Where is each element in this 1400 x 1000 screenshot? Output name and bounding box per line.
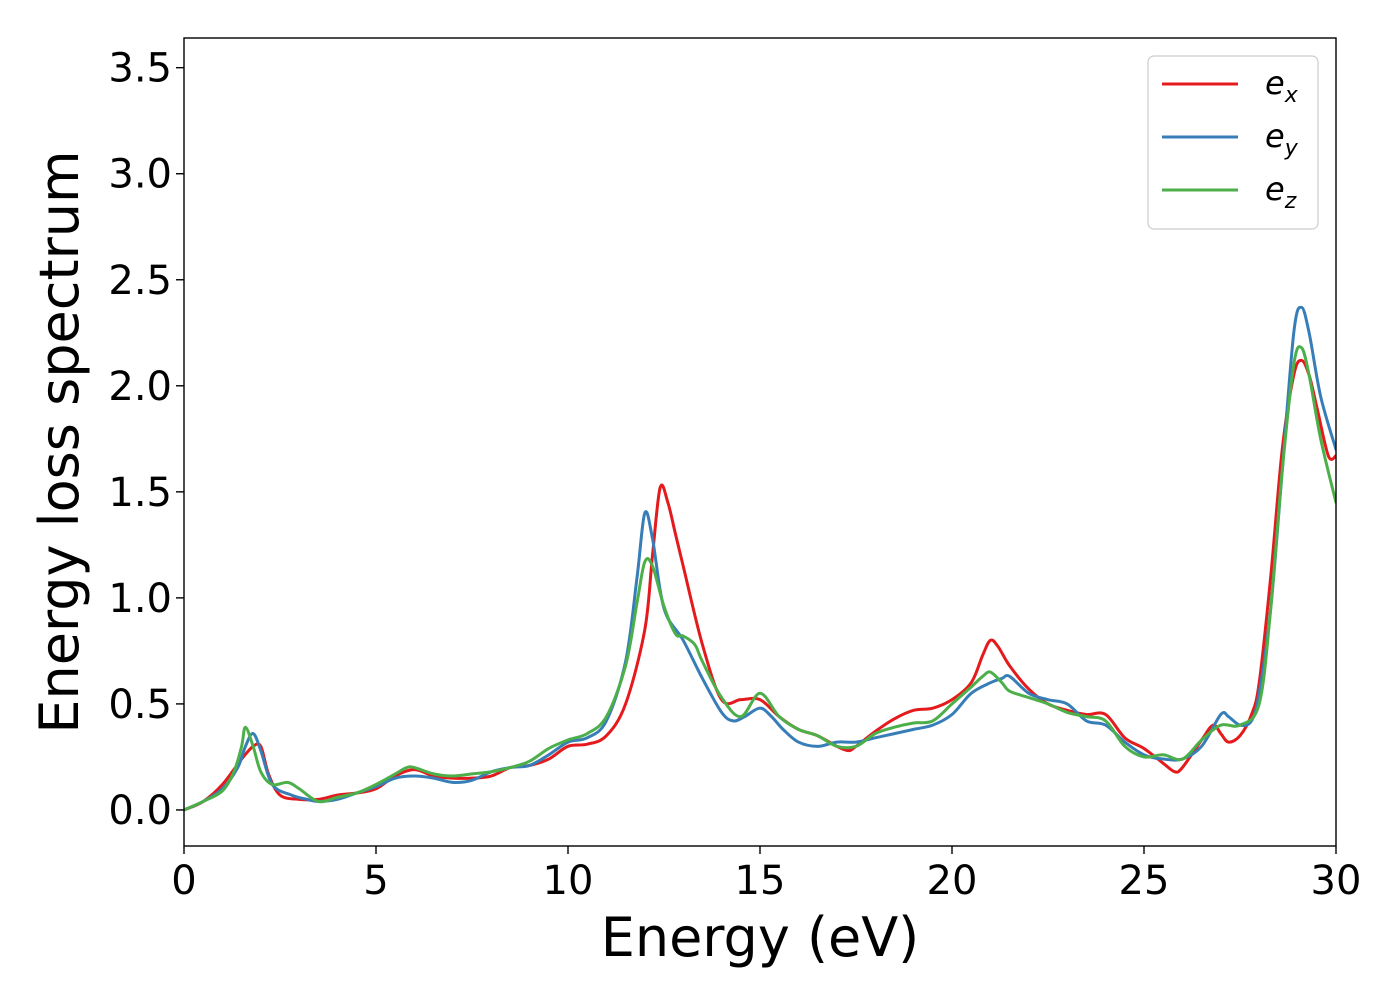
- x-axis-label: Energy (eV): [601, 906, 920, 969]
- y-tick-label: 1.5: [108, 470, 172, 516]
- x-tick-label: 5: [363, 858, 388, 904]
- x-tick-label: 25: [1119, 858, 1170, 904]
- y-axis: 0.0 0.5 1.0 1.5 2.0 2.5 3.0 3.5: [108, 46, 184, 834]
- y-tick-label: 1.0: [108, 576, 172, 622]
- x-axis: 0 5 10 15 20 25 30: [171, 846, 1361, 904]
- y-tick-label: 2.5: [108, 258, 172, 304]
- x-tick-label: 10: [543, 858, 594, 904]
- x-tick-label: 30: [1311, 858, 1362, 904]
- legend-label-y: ey: [1265, 117, 1299, 161]
- legend: ex ey ez: [1147, 55, 1319, 230]
- y-tick-label: 3.0: [108, 152, 172, 198]
- y-tick-label: 3.5: [108, 46, 172, 92]
- y-axis-label: Energy loss spectrum: [28, 150, 91, 733]
- legend-label-x: ex: [1265, 64, 1299, 108]
- y-tick-label: 2.0: [108, 364, 172, 410]
- y-tick-label: 0.0: [108, 788, 172, 834]
- legend-box: [1147, 55, 1319, 230]
- x-tick-label: 15: [735, 858, 786, 904]
- series-layer: [184, 305, 1336, 812]
- x-tick-label: 0: [171, 858, 196, 904]
- x-tick-label: 20: [927, 858, 978, 904]
- series-line-z: [184, 345, 1336, 812]
- y-tick-label: 0.5: [108, 682, 172, 728]
- legend-label-z: ez: [1265, 170, 1297, 214]
